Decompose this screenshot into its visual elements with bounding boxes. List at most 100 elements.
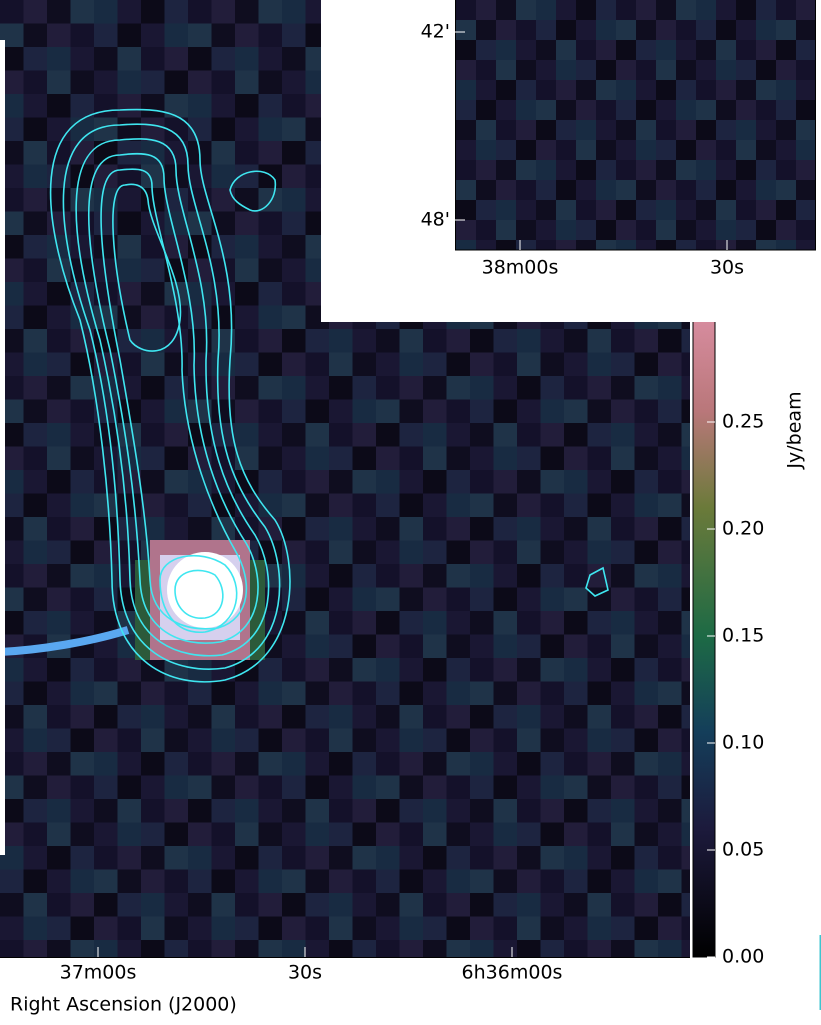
pixel xyxy=(0,117,24,141)
pixel xyxy=(23,47,47,71)
pixel xyxy=(611,775,635,799)
pixel xyxy=(94,23,118,47)
pixel xyxy=(423,869,447,893)
pixel xyxy=(47,869,71,893)
pixel xyxy=(456,80,476,100)
pixel xyxy=(540,916,564,940)
pixel xyxy=(70,940,94,957)
pixel xyxy=(656,80,676,100)
pixel xyxy=(470,540,494,564)
pixel xyxy=(23,799,47,823)
pixel xyxy=(0,728,24,752)
pixel xyxy=(282,94,306,118)
pixel xyxy=(258,258,282,282)
pixel xyxy=(258,305,282,329)
pixel xyxy=(796,0,815,20)
pixel xyxy=(681,893,690,917)
pixel xyxy=(493,728,517,752)
pixel xyxy=(596,60,616,80)
pixel xyxy=(23,658,47,682)
pixel xyxy=(516,60,536,80)
pixel xyxy=(517,540,541,564)
pixel xyxy=(23,423,47,447)
pixel xyxy=(634,540,658,564)
x-tick-label: 6h36m00s xyxy=(462,962,563,984)
pixel xyxy=(47,940,71,957)
pixel xyxy=(796,160,815,180)
pixel xyxy=(493,376,517,400)
pixel xyxy=(456,100,476,120)
pixel xyxy=(516,40,536,60)
pixel xyxy=(564,775,588,799)
pixel xyxy=(211,235,235,259)
pixel xyxy=(23,846,47,870)
pixel xyxy=(188,658,212,682)
pixel xyxy=(305,376,329,400)
pixel xyxy=(305,517,329,541)
pixel xyxy=(564,587,588,611)
pixel xyxy=(564,352,588,376)
pixel xyxy=(587,752,611,776)
pixel xyxy=(282,822,306,846)
pixel xyxy=(634,728,658,752)
pixel xyxy=(446,728,470,752)
pixel xyxy=(611,799,635,823)
pixel xyxy=(611,611,635,635)
pixel xyxy=(94,493,118,517)
pixel xyxy=(70,47,94,71)
pixel xyxy=(329,587,353,611)
pixel xyxy=(47,893,71,917)
pixel xyxy=(117,117,141,141)
pixel xyxy=(141,493,165,517)
pixel xyxy=(188,376,212,400)
pixel xyxy=(476,40,496,60)
pixel xyxy=(94,752,118,776)
pixel xyxy=(423,728,447,752)
pixel xyxy=(188,916,212,940)
pixel xyxy=(117,423,141,447)
pixel xyxy=(658,681,682,705)
pixel xyxy=(716,60,736,80)
pixel xyxy=(305,799,329,823)
pixel xyxy=(776,80,796,100)
pixel xyxy=(94,258,118,282)
pixel xyxy=(94,705,118,729)
pixel xyxy=(47,423,71,447)
pixel xyxy=(540,376,564,400)
pixel xyxy=(376,799,400,823)
pixel xyxy=(117,775,141,799)
pixel xyxy=(476,80,496,100)
pixel xyxy=(576,100,596,120)
pixel xyxy=(0,329,24,353)
pixel xyxy=(681,376,690,400)
pixel xyxy=(23,329,47,353)
pixel xyxy=(536,240,556,250)
pixel xyxy=(476,100,496,120)
pixel xyxy=(0,352,24,376)
pixel xyxy=(636,240,656,250)
pixel xyxy=(611,329,635,353)
pixel xyxy=(446,775,470,799)
pixel xyxy=(576,180,596,200)
pixel xyxy=(329,611,353,635)
pixel xyxy=(282,493,306,517)
pixel xyxy=(23,916,47,940)
pixel xyxy=(376,728,400,752)
pixel xyxy=(423,446,447,470)
pixel xyxy=(587,658,611,682)
pixel xyxy=(564,822,588,846)
pixel xyxy=(23,235,47,259)
pixel xyxy=(258,0,282,24)
pixel xyxy=(235,916,259,940)
pixel xyxy=(211,681,235,705)
pixel xyxy=(736,200,756,220)
pixel xyxy=(141,799,165,823)
pixel xyxy=(352,822,376,846)
pixel xyxy=(282,611,306,635)
pixel xyxy=(94,587,118,611)
pixel xyxy=(470,376,494,400)
pixel xyxy=(23,0,47,24)
pixel xyxy=(211,916,235,940)
pixel xyxy=(305,634,329,658)
pixel xyxy=(423,352,447,376)
